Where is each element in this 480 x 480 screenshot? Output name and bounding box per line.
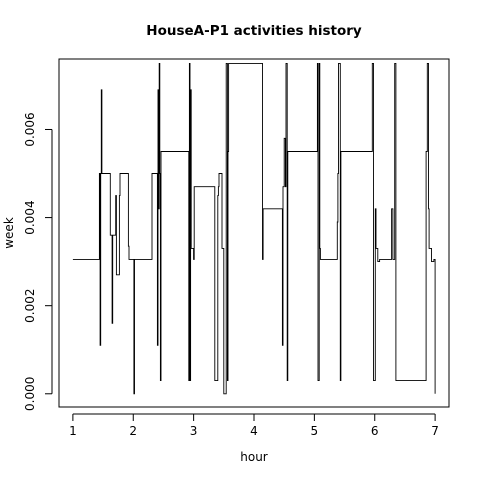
y-tick-label: 0.004 bbox=[23, 200, 37, 234]
x-axis: 1 2 3 4 5 6 7 bbox=[69, 413, 439, 438]
x-tick-label: 5 bbox=[311, 424, 319, 438]
y-axis-title: week bbox=[2, 217, 16, 249]
y-axis: 0.000 0.002 0.004 0.006 bbox=[23, 112, 53, 411]
y-tick-label: 0.000 bbox=[23, 377, 37, 411]
y-tick-label: 0.006 bbox=[23, 112, 37, 146]
x-tick-label: 4 bbox=[250, 424, 258, 438]
x-tick-label: 7 bbox=[431, 424, 439, 438]
plot-frame bbox=[58, 58, 450, 408]
series-line-0 bbox=[72, 62, 436, 395]
plot-area bbox=[72, 62, 436, 395]
x-tick-label: 2 bbox=[129, 424, 137, 438]
x-axis-title: hour bbox=[240, 450, 268, 464]
x-tick-label: 3 bbox=[190, 424, 198, 438]
y-tick-label: 0.002 bbox=[23, 289, 37, 323]
x-tick-label: 1 bbox=[69, 424, 77, 438]
chart-title: HouseA-P1 activities history bbox=[146, 23, 362, 39]
x-tick-label: 6 bbox=[371, 424, 379, 438]
